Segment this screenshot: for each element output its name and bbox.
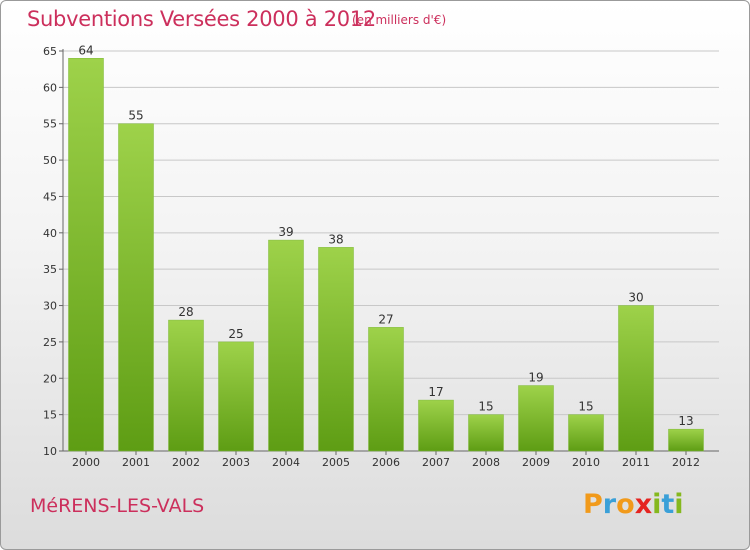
- y-tick-label: 25: [43, 336, 57, 349]
- bar-2009: [518, 385, 554, 452]
- x-tick-label-2002: 2002: [172, 456, 200, 469]
- bar-2002: [168, 319, 204, 452]
- logo-letter: i: [652, 489, 662, 520]
- x-tick-label-2005: 2005: [322, 456, 350, 469]
- bar-2005: [318, 247, 354, 452]
- data-label-2005: 38: [328, 232, 343, 246]
- logo-letter: x: [634, 489, 653, 520]
- bar-2004: [268, 239, 304, 452]
- data-label-2007: 17: [428, 385, 443, 399]
- y-tick-label: 20: [43, 372, 57, 385]
- bar-2000: [68, 58, 104, 452]
- data-label-2001: 55: [128, 109, 143, 123]
- x-tick-label-2012: 2012: [672, 456, 700, 469]
- commune-name: MéRENS-LES-VALS: [30, 495, 205, 517]
- data-label-2000: 64: [78, 43, 93, 57]
- x-tick-label-2009: 2009: [522, 456, 550, 469]
- y-tick-label: 65: [43, 45, 57, 58]
- labels: 64 55 28 25 39 38 27 17 15 19 15 30 13: [78, 43, 693, 428]
- bar-2011: [618, 305, 654, 452]
- x-tick-label-2010: 2010: [572, 456, 600, 469]
- bars: [68, 58, 704, 452]
- y-tick-label: 60: [43, 81, 57, 94]
- y-tick-label: 50: [43, 154, 57, 167]
- y-tick-label: 40: [43, 227, 57, 240]
- axes: 10 15 20 25 30 35 40 45 50 55 60 65 2000 2001 2002 2003…: [43, 45, 719, 469]
- x-tick-label-2001: 2001: [122, 456, 150, 469]
- bar-2003: [218, 341, 254, 452]
- y-tick-label: 45: [43, 190, 57, 203]
- chart-subtitle: (en milliers d'€): [352, 13, 447, 27]
- data-label-2010: 15: [578, 400, 593, 414]
- bar-2008: [468, 414, 504, 452]
- y-tick-label: 30: [43, 300, 57, 313]
- data-label-2004: 39: [278, 225, 293, 239]
- logo-letter: r: [602, 489, 617, 520]
- y-tick-label: 35: [43, 263, 57, 276]
- data-label-2011: 30: [628, 291, 643, 305]
- bar-2010: [568, 414, 604, 452]
- data-label-2002: 28: [178, 305, 193, 319]
- x-tick-label-2004: 2004: [272, 456, 300, 469]
- x-tick-label-2008: 2008: [472, 456, 500, 469]
- logo-letter: t: [661, 489, 675, 520]
- bar-2006: [368, 327, 404, 452]
- bar-2001: [118, 123, 154, 452]
- logo-letter: o: [616, 489, 635, 520]
- chart-title: Subventions Versées 2000 à 2012: [27, 7, 376, 31]
- logo-letter: i: [674, 489, 684, 520]
- x-tick-label-2011: 2011: [622, 456, 650, 469]
- data-label-2009: 19: [528, 371, 543, 385]
- data-label-2008: 15: [478, 400, 493, 414]
- y-tick-label: 10: [43, 445, 57, 458]
- x-tick-label-2007: 2007: [422, 456, 450, 469]
- data-label-2012: 13: [678, 414, 693, 428]
- proxiti-logo[interactable]: Proxiti: [583, 489, 684, 520]
- x-tick-label-2000: 2000: [72, 456, 100, 469]
- x-tick-label-2006: 2006: [372, 456, 400, 469]
- y-tick-label: 55: [43, 118, 57, 131]
- bar-2012: [668, 428, 704, 452]
- x-tick-label-2003: 2003: [222, 456, 250, 469]
- bar-2007: [418, 399, 454, 452]
- data-label-2006: 27: [378, 312, 393, 326]
- data-label-2003: 25: [228, 327, 243, 341]
- logo-letter: P: [583, 489, 603, 520]
- y-tick-label: 15: [43, 409, 57, 422]
